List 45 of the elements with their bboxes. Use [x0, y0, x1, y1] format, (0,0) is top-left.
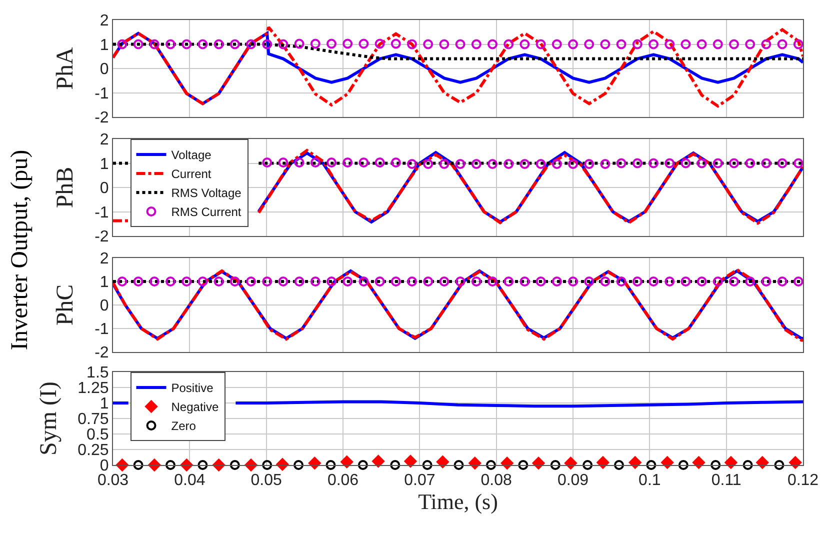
x-tick-label: 0.1 [638, 472, 661, 490]
legend-label: Positive [171, 381, 214, 396]
y-tick-label: 0.5 [86, 426, 109, 444]
x-axis-title: Time, (s) [418, 489, 498, 514]
y-tick-label: 0 [100, 180, 109, 198]
y-tick-label: 0 [100, 61, 109, 78]
y-tick-label: 1 [100, 156, 109, 173]
x-tick-label: 0.06 [327, 472, 359, 490]
y-tick-label: 1.5 [86, 364, 109, 382]
y-axis-title: PhB [52, 166, 79, 208]
y-tick-label: -1 [94, 321, 109, 338]
y-axis-title: PhA [52, 46, 79, 90]
legend-label: Zero [171, 419, 196, 434]
y-tick-label: 1.25 [78, 380, 109, 398]
legend-label: RMS Current [171, 205, 242, 220]
y-axis-title: Sym (I) [36, 382, 62, 456]
x-tick-label: 0.12 [787, 472, 819, 490]
y-tick-label: 1 [100, 396, 109, 413]
y-tick-label: -1 [94, 204, 109, 222]
x-tick-label: 0.03 [97, 472, 129, 490]
y-tick-label: -1 [94, 85, 109, 102]
legend-label: RMS Voltage [171, 186, 242, 200]
y-axis-title: PhC [52, 284, 79, 326]
y-tick-label: -2 [94, 228, 109, 246]
x-tick-label: 0.04 [174, 472, 206, 490]
x-tick-label: 0.08 [480, 472, 512, 490]
y-tick-label: 0.75 [78, 411, 109, 428]
x-tick-label: 0.07 [404, 472, 436, 490]
text: Inverter Output, (pu) [6, 150, 34, 350]
y-tick-label: -2 [94, 110, 109, 127]
x-tick-label: 0.05 [250, 472, 282, 490]
y-tick-label: 0 [100, 298, 109, 315]
y-tick-label: 2 [100, 250, 109, 268]
y-tick-label: 1 [100, 274, 109, 292]
y-tick-label: 0.25 [78, 442, 109, 460]
y-tick-label: 0 [100, 458, 109, 475]
y-tick-label: 2 [100, 132, 109, 149]
y-tick-label: 1 [100, 36, 109, 54]
legend-label: Negative [171, 400, 219, 414]
legend-label: Voltage [171, 148, 212, 162]
x-tick-label: 0.09 [557, 472, 589, 490]
y-tick-label: 2 [100, 12, 109, 30]
y-tick-label: -2 [94, 344, 109, 362]
legend-label: Current [171, 167, 212, 182]
x-tick-label: 0.11 [711, 472, 742, 490]
